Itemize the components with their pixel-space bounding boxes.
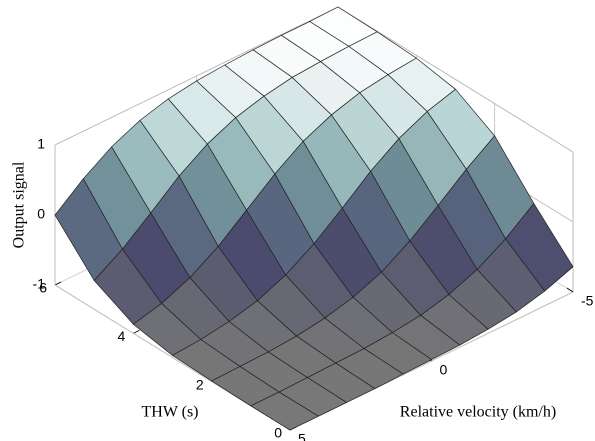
tick-mark: [54, 281, 62, 286]
x-axis-label: Relative velocity (km/h): [400, 404, 556, 421]
surface: [54, 6, 574, 431]
z-tick-label: -1: [33, 276, 46, 292]
z-axis-label: Output signal: [11, 161, 28, 248]
y-tick-label: 4: [118, 328, 126, 344]
surface-face: [250, 391, 320, 431]
y-axis-label: THW (s): [141, 404, 198, 421]
labels: Output signal THW (s) Relative velocity …: [11, 136, 594, 441]
z-tick-label: 0: [37, 206, 45, 222]
y-tick-label: 0: [274, 425, 282, 441]
y-tick-label: 2: [196, 376, 204, 392]
x-tick-label: -5: [581, 293, 594, 309]
tick-mark: [133, 329, 140, 334]
z-tick-label: 1: [37, 136, 45, 152]
x-tick-label: 0: [440, 362, 448, 378]
y-tick-label: 6: [39, 280, 47, 296]
grid-line: [337, 6, 574, 153]
tick-mark: [566, 287, 574, 293]
x-tick-label: 5: [298, 431, 306, 441]
